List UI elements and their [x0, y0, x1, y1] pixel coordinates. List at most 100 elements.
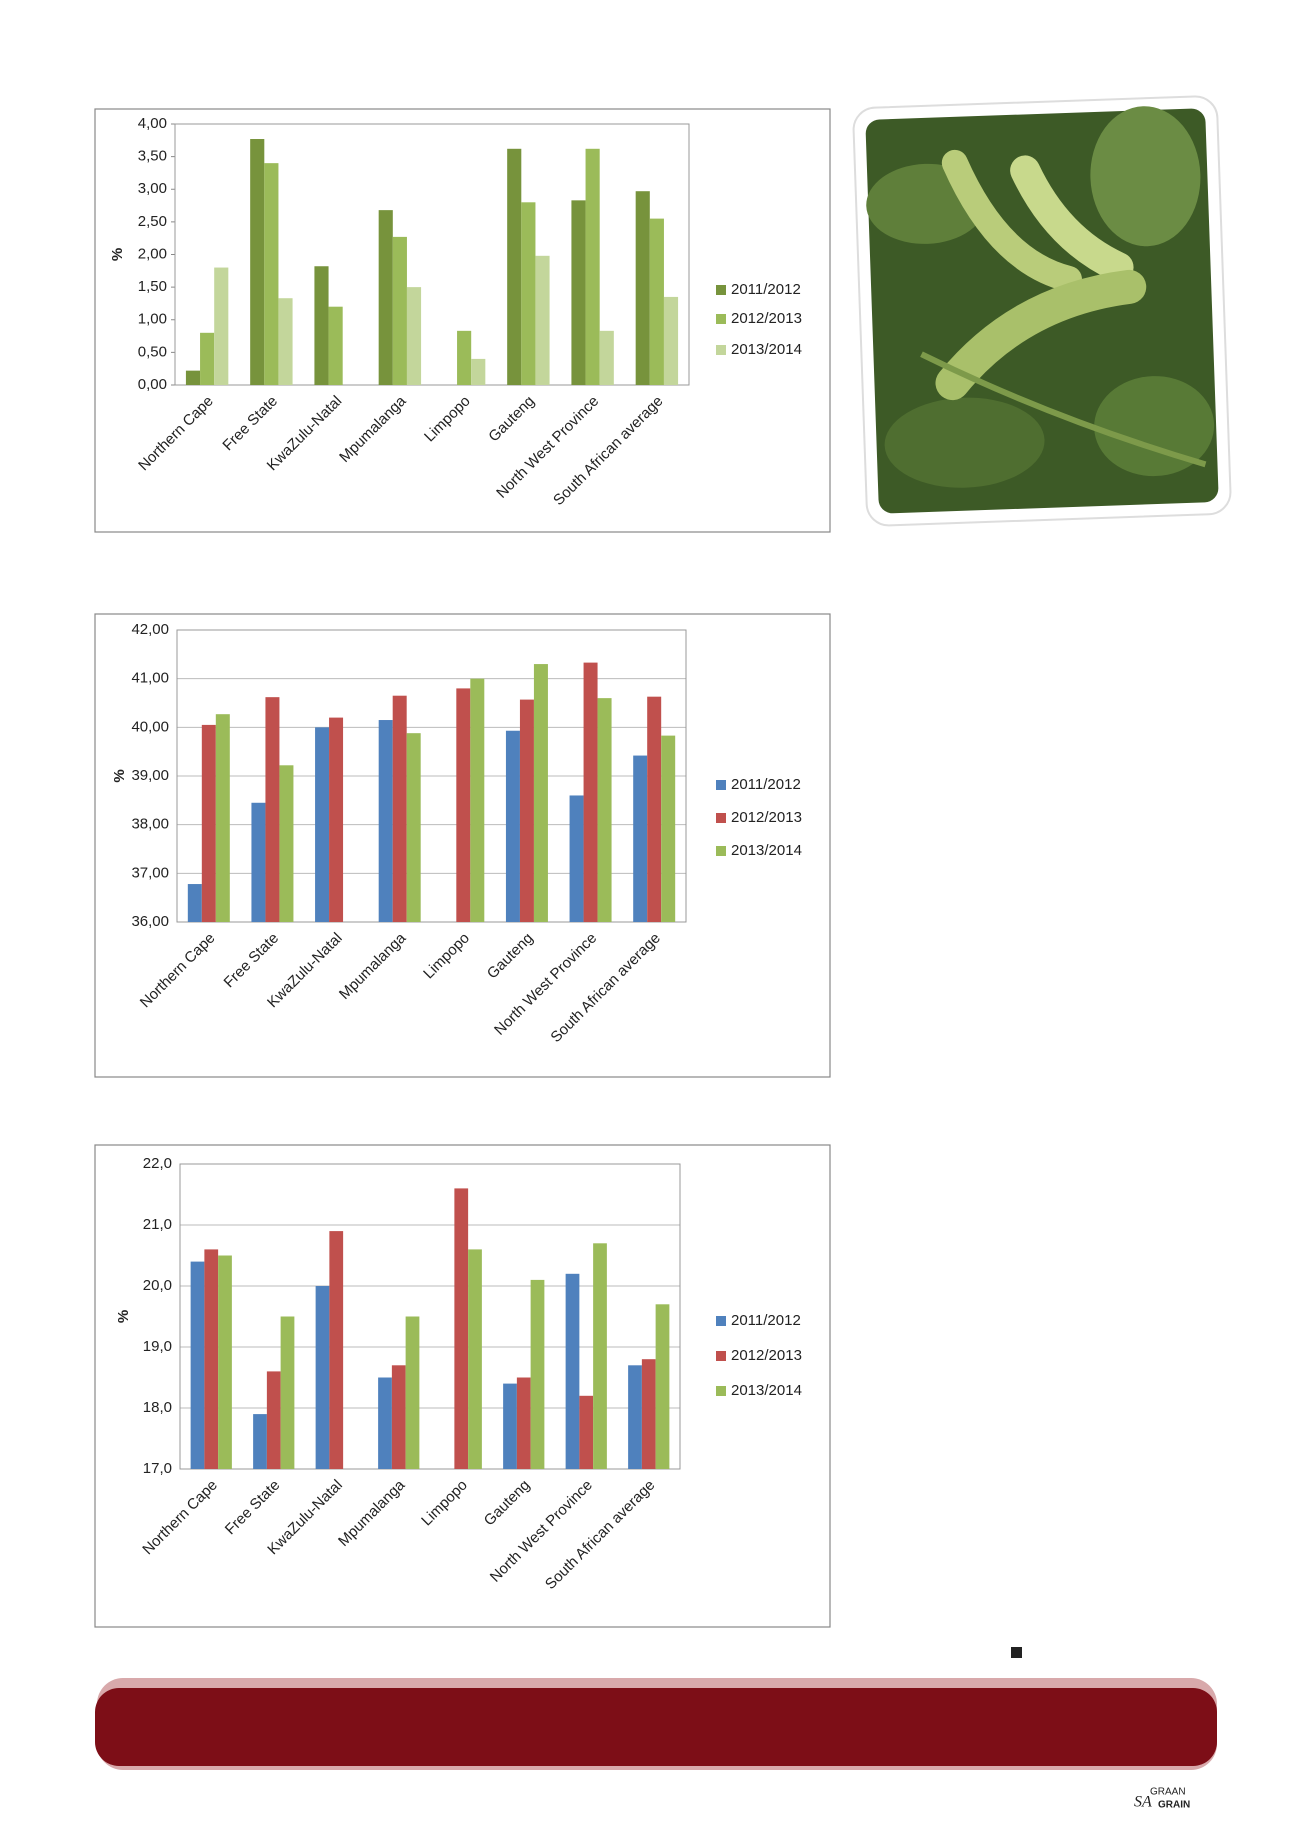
bar: [315, 727, 330, 922]
bar: [185, 370, 201, 385]
stem: [920, 351, 1207, 468]
y-tick-label: 38,00: [131, 816, 169, 833]
bar: [507, 148, 522, 385]
bar: [378, 720, 393, 922]
legend-label: 2012/2013: [731, 809, 802, 826]
y-tick-label: 42,00: [131, 621, 169, 638]
bar: [392, 236, 407, 385]
legend-label: 2012/2013: [731, 310, 802, 327]
legend-swatch: [716, 846, 726, 856]
bar: [569, 795, 584, 922]
bar: [456, 688, 471, 922]
legend-swatch: [716, 813, 726, 823]
y-axis-label: %: [115, 1310, 132, 1323]
bar: [641, 1359, 656, 1469]
bar: [278, 298, 293, 385]
bar: [470, 678, 485, 922]
y-tick-label: 20,0: [143, 1277, 172, 1294]
bar: [521, 202, 536, 385]
y-tick-label: 37,00: [131, 864, 169, 881]
legend-swatch: [716, 1386, 726, 1396]
legend-label: 2011/2012: [731, 776, 801, 793]
legend-label: 2013/2014: [731, 341, 802, 358]
bar: [329, 717, 344, 922]
bar: [579, 1395, 594, 1469]
y-tick-label: 0,00: [138, 376, 167, 393]
leaf: [1094, 376, 1215, 477]
y-tick-label: 3,00: [138, 180, 167, 197]
legend-swatch: [716, 314, 726, 324]
bar: [571, 200, 586, 385]
bar: [585, 148, 600, 385]
plot-area: [174, 123, 690, 386]
legend-label: 2012/2013: [731, 1347, 802, 1364]
bar: [535, 255, 550, 385]
y-tick-label: 18,0: [143, 1399, 172, 1416]
logo-text: GRAAN: [1150, 1787, 1186, 1798]
legend-label: 2013/2014: [731, 842, 802, 859]
y-tick-label: 17,0: [143, 1460, 172, 1477]
bar: [593, 1243, 607, 1469]
bar: [251, 802, 266, 922]
bar: [201, 724, 216, 922]
bar: [505, 730, 520, 922]
bar: [315, 1286, 330, 1469]
chart: 0,000,501,001,502,002,503,003,504,00%Nor…: [94, 108, 831, 533]
y-tick-label: 36,00: [131, 913, 169, 930]
logo-text: SA: [1134, 1794, 1152, 1811]
pod: [935, 269, 1147, 401]
bar: [583, 662, 598, 922]
y-tick-label: 1,50: [138, 278, 167, 295]
y-tick-label: 39,00: [131, 767, 169, 784]
bar: [663, 296, 679, 385]
legend-label: 2013/2014: [731, 1382, 802, 1399]
legend-swatch: [716, 1316, 726, 1326]
pod: [941, 149, 1082, 292]
legend-swatch: [716, 345, 726, 355]
bar: [391, 1365, 406, 1469]
legend-swatch: [716, 780, 726, 790]
y-tick-label: 4,00: [138, 115, 167, 132]
bar: [655, 1304, 670, 1469]
bar: [628, 1365, 642, 1469]
bar: [266, 1371, 281, 1469]
logo: GRAAN SA GRAIN: [1134, 1787, 1190, 1811]
bar: [468, 1249, 482, 1469]
bar: [279, 765, 294, 922]
bar: [265, 697, 280, 922]
y-tick-label: 2,00: [138, 245, 167, 262]
bar: [516, 1377, 531, 1469]
bar: [187, 884, 202, 922]
bar: [533, 664, 548, 922]
bar: [378, 210, 393, 385]
plot-area: [176, 629, 687, 923]
bar: [392, 695, 407, 922]
bar: [530, 1279, 545, 1469]
bar: [457, 330, 472, 385]
bar: [519, 699, 534, 922]
logo-text: GRAIN: [1158, 1800, 1190, 1811]
bar: [378, 1377, 392, 1469]
chart: 17,018,019,020,021,022,0%Northern Cape Fr…: [94, 1144, 831, 1628]
pod: [1010, 155, 1134, 283]
bar: [599, 330, 614, 385]
legend-label: 2011/2012: [731, 1312, 801, 1329]
y-axis-label: %: [111, 769, 128, 782]
y-axis-label: %: [109, 248, 126, 261]
bar: [647, 696, 662, 922]
legend-swatch: [716, 1351, 726, 1361]
bar: [635, 191, 650, 385]
end-mark: [1011, 1647, 1022, 1658]
bar: [405, 1316, 420, 1469]
y-tick-label: 21,0: [143, 1216, 172, 1233]
chart: 36,0037,0038,0039,0040,0041,0042,00%Nort…: [94, 613, 831, 1078]
banner: [95, 1688, 1217, 1766]
bar: [661, 735, 676, 922]
plot-area: [179, 1163, 681, 1470]
bar: [649, 218, 664, 385]
bar: [406, 733, 421, 922]
y-tick-label: 22,0: [143, 1155, 172, 1172]
y-tick-label: 2,50: [138, 213, 167, 230]
